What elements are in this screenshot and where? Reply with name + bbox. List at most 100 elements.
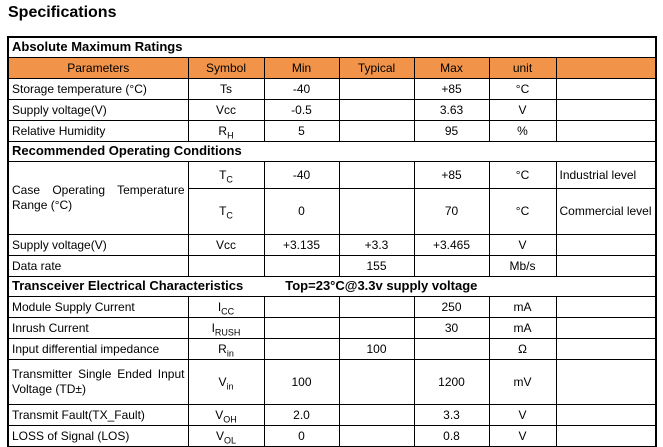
cell-symbol: Ts (187, 78, 265, 100)
symbol-sub: CC (221, 305, 235, 316)
cell-max: +3.465 (413, 234, 490, 256)
cell-max: +85 (413, 78, 490, 100)
section-title-text: Transceiver Electrical Characteristics (12, 278, 244, 294)
cell-param: Module Supply Current (7, 296, 189, 318)
cell-param: LOSS of Signal (LOS) (7, 425, 189, 447)
section-title-absolute: Absolute Maximum Ratings (7, 36, 657, 58)
table-row-case-commercial: TC 0 70 °C Commercial level (8, 188, 657, 235)
table-row-supply-rec: Supply voltage(V) Vcc +3.135 +3.3 +3.465… (7, 234, 657, 256)
cell-max (413, 255, 490, 277)
column-header-row: Parameters Symbol Min Typical Max unit (7, 57, 657, 79)
section-condition-text: Top=23°C@3.3v supply voltage (285, 278, 478, 294)
symbol-sub: in (226, 347, 234, 358)
cell-note (555, 338, 657, 360)
col-header-symbol: Symbol (187, 57, 265, 79)
cell-typical (338, 359, 415, 405)
symbol-base: T (219, 167, 227, 182)
cell-note (555, 99, 657, 121)
cell-typical (338, 425, 415, 447)
cell-max: 3.63 (413, 99, 490, 121)
symbol-base: R (218, 341, 227, 356)
symbol-base: R (218, 123, 228, 138)
cell-max: 3.3 (413, 404, 490, 426)
symbol-sub: in (226, 380, 234, 391)
symbol-sub: RUSH (214, 326, 241, 337)
cell-min: 2.0 (263, 404, 340, 426)
cell-note (555, 425, 657, 447)
cell-max: 95 (413, 120, 490, 142)
cell-min: 100 (263, 359, 340, 405)
cell-symbol: VOL (187, 425, 265, 447)
cell-unit: °C (488, 161, 557, 189)
cell-unit: V (488, 234, 557, 256)
cell-min: -40 (263, 78, 340, 100)
cell-note (555, 120, 657, 142)
cell-note (555, 404, 657, 426)
cell-symbol: Vcc (187, 99, 265, 121)
cell-min: -0.5 (263, 99, 340, 121)
cell-param: Transmitter Single Ended Input Voltage (… (7, 359, 189, 405)
cell-note (555, 255, 657, 277)
cell-note (555, 234, 657, 256)
col-header-max: Max (413, 57, 490, 79)
symbol-base: Vcc (215, 237, 236, 252)
table-row-impedance: Input differential impedance Rin 100 Ω (7, 338, 657, 360)
cell-note (555, 359, 657, 405)
section-header-row: Transceiver Electrical Characteristics To… (7, 276, 657, 297)
table-row-case-industrial: Case Operating Temperature Range (°C) TC… (7, 161, 657, 235)
cell-max (413, 338, 490, 360)
cell-unit: mV (488, 359, 557, 405)
cell-unit: V (488, 425, 557, 447)
symbol-base: I (211, 320, 215, 335)
symbol-base: I (217, 299, 222, 314)
symbol-base: Vcc (215, 102, 236, 117)
cell-max: 0.8 (413, 425, 490, 447)
cell-symbol: IRUSH (187, 317, 265, 339)
cell-param: Transmit Fault(TX_Fault) (7, 404, 189, 426)
cell-unit: °C (488, 78, 557, 100)
cell-min: 0 (263, 188, 340, 235)
col-header-parameters: Parameters (7, 57, 189, 79)
cell-typical: +3.3 (338, 234, 415, 256)
col-header-min: Min (263, 57, 340, 79)
cell-max: 30 (413, 317, 490, 339)
cell-symbol: Vcc (187, 234, 265, 256)
cell-typical (338, 188, 415, 235)
cell-symbol: TC (187, 161, 265, 189)
table-row-data-rate: Data rate 155 Mb/s (7, 255, 657, 277)
page-title: Specifications (8, 4, 117, 21)
cell-symbol (187, 255, 265, 277)
cell-min (263, 296, 340, 318)
cell-note: Commercial level (555, 188, 657, 235)
section-title-recommended: Recommended Operating Conditions (7, 141, 657, 162)
table-row-supply-abs: Supply voltage(V) Vcc -0.5 3.63 V (7, 99, 657, 121)
cell-note: Industrial level (555, 161, 657, 189)
symbol-base: V (218, 374, 227, 389)
table-row-module-current: Module Supply Current ICC 250 mA (7, 296, 657, 318)
cell-symbol: Vin (187, 359, 265, 405)
cell-min: -40 (263, 161, 340, 189)
symbol-sub: OH (223, 413, 237, 424)
table-row-tx-input: Transmitter Single Ended Input Voltage (… (7, 359, 657, 405)
symbol-sub: H (227, 129, 234, 140)
cell-unit: °C (488, 188, 557, 235)
cell-max: 250 (413, 296, 490, 318)
cell-param: Relative Humidity (7, 120, 189, 142)
col-header-unit: unit (488, 57, 557, 79)
cell-typical (338, 317, 415, 339)
table-row-humidity: Relative Humidity RH 5 95 % (7, 120, 657, 142)
cell-param: Case Operating Temperature Range (°C) (7, 161, 189, 235)
cell-note (555, 317, 657, 339)
cell-max: 70 (413, 188, 490, 235)
cell-note (555, 78, 657, 100)
symbol-base: T (219, 204, 227, 218)
cell-min: 0 (263, 425, 340, 447)
cell-min (263, 338, 340, 360)
cell-symbol: RH (187, 120, 265, 142)
cell-note (555, 296, 657, 318)
cell-unit: Mb/s (488, 255, 557, 277)
section-title-transceiver: Transceiver Electrical Characteristics To… (7, 276, 657, 297)
cell-unit: Ω (488, 338, 557, 360)
cell-min: +3.135 (263, 234, 340, 256)
